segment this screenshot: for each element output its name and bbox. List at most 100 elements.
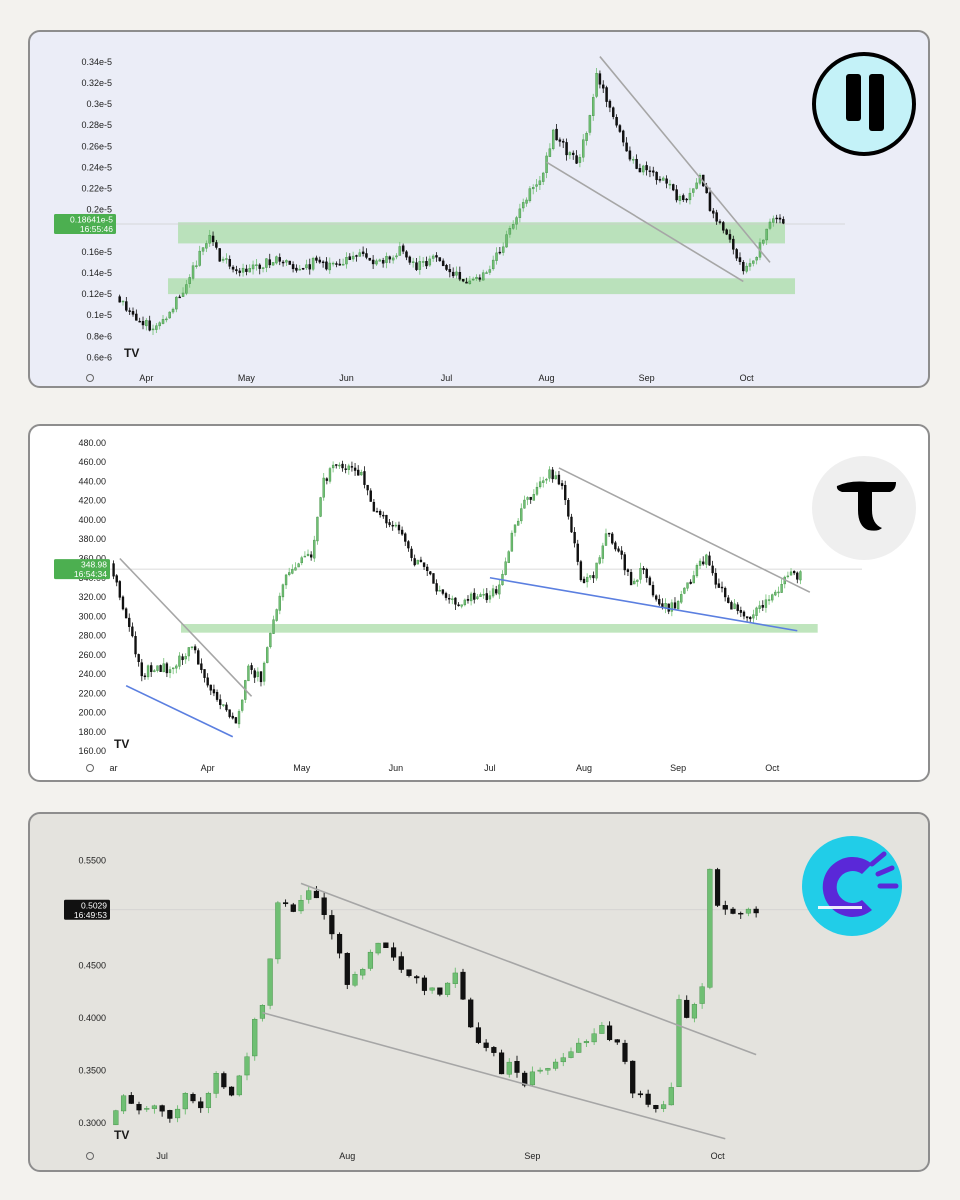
candle-body bbox=[256, 671, 260, 677]
support-zone bbox=[181, 624, 818, 633]
settings-icon[interactable] bbox=[86, 374, 94, 382]
candle-body bbox=[253, 670, 256, 678]
candle-body bbox=[251, 264, 255, 270]
candle-body bbox=[614, 1039, 620, 1043]
candle-body bbox=[451, 271, 455, 277]
candle-body bbox=[622, 130, 625, 143]
candle-body bbox=[521, 202, 525, 209]
candle-body bbox=[128, 617, 131, 627]
candle-body bbox=[670, 602, 674, 612]
trend-line bbox=[599, 56, 771, 263]
y-tick-label: 400.00 bbox=[78, 515, 106, 525]
candle-body bbox=[267, 958, 273, 1006]
candle-body bbox=[335, 263, 338, 265]
candle-body bbox=[612, 107, 615, 117]
candle-body bbox=[250, 665, 253, 670]
candle-body bbox=[234, 717, 238, 724]
candle-body bbox=[313, 539, 316, 559]
candle-body bbox=[735, 249, 738, 259]
candle-body bbox=[367, 951, 374, 969]
settings-icon[interactable] bbox=[86, 1152, 94, 1160]
candle-body bbox=[505, 234, 508, 248]
candle-body bbox=[728, 234, 732, 240]
settings-icon[interactable] bbox=[86, 764, 94, 772]
candle-body bbox=[548, 469, 551, 479]
candle-body bbox=[336, 933, 343, 954]
candle-body bbox=[668, 1087, 674, 1106]
y-tick-label: 180.00 bbox=[78, 727, 106, 737]
candle-body bbox=[291, 569, 294, 574]
candle-body bbox=[211, 235, 215, 243]
candle-body bbox=[755, 607, 758, 616]
candle-body bbox=[195, 265, 198, 267]
candle-body bbox=[151, 1105, 158, 1109]
candle-body bbox=[479, 594, 482, 597]
x-tick-label: Jul bbox=[484, 763, 496, 773]
candle-body bbox=[203, 669, 206, 678]
candle-body bbox=[551, 129, 555, 150]
candle-body bbox=[485, 593, 488, 601]
candle-body bbox=[771, 594, 774, 601]
candle-body bbox=[406, 969, 412, 976]
y-tick-label: 480.00 bbox=[78, 438, 106, 448]
trend-line bbox=[125, 684, 234, 738]
candle-body bbox=[575, 155, 578, 164]
candle-body bbox=[707, 868, 713, 988]
candle-body bbox=[151, 328, 155, 331]
candle-body bbox=[185, 284, 188, 294]
candle-body bbox=[391, 524, 394, 527]
candle-body bbox=[358, 252, 362, 257]
candle-body bbox=[395, 255, 398, 258]
candle-body bbox=[448, 269, 452, 273]
candle-body bbox=[301, 268, 305, 270]
candle-body bbox=[675, 189, 678, 201]
candle-body bbox=[231, 715, 234, 719]
candle-body bbox=[585, 576, 589, 583]
candle-body bbox=[300, 557, 303, 564]
logo-c-glyph bbox=[822, 857, 872, 917]
candle-body bbox=[745, 616, 749, 619]
candle-body bbox=[753, 908, 759, 914]
candle-body bbox=[437, 987, 443, 995]
candle-body bbox=[167, 1110, 173, 1119]
candle-body bbox=[390, 947, 397, 958]
candle-body bbox=[397, 524, 401, 531]
candle-body bbox=[308, 264, 311, 270]
candle-body bbox=[175, 665, 178, 669]
candle-body bbox=[625, 142, 628, 152]
candle-body bbox=[268, 259, 271, 266]
candle-body bbox=[461, 278, 465, 282]
candle-body bbox=[429, 987, 435, 991]
x-tick-label: Sep bbox=[524, 1151, 540, 1161]
candle-body bbox=[717, 583, 721, 588]
candle-body bbox=[363, 471, 366, 485]
candle-body bbox=[171, 667, 175, 670]
candle-body bbox=[520, 508, 523, 522]
candle-body bbox=[137, 654, 140, 663]
candle-body bbox=[548, 148, 552, 157]
current-price-label: 0.5029 bbox=[81, 900, 107, 910]
candle-body bbox=[190, 646, 194, 649]
candle-body bbox=[138, 320, 141, 323]
candle-body bbox=[614, 542, 617, 550]
candle-body bbox=[755, 257, 758, 261]
candle-body bbox=[118, 581, 122, 598]
candle-body bbox=[316, 516, 319, 542]
current-price-tag bbox=[54, 559, 110, 580]
candle-body bbox=[606, 1025, 613, 1041]
candle-body bbox=[197, 650, 200, 665]
x-tick-label: Jul bbox=[441, 373, 453, 383]
y-tick-label: 0.28e-5 bbox=[81, 120, 112, 130]
candle-body bbox=[235, 269, 238, 272]
y-tick-label: 220.00 bbox=[78, 688, 106, 698]
candle-body bbox=[789, 571, 793, 576]
current-price-label: 348.98 bbox=[81, 560, 107, 570]
candle-body bbox=[545, 155, 548, 173]
y-tick-label: 0.12e-5 bbox=[81, 289, 112, 299]
candle-body bbox=[552, 1061, 559, 1069]
candle-body bbox=[222, 704, 225, 706]
x-tick-label: Apr bbox=[201, 763, 215, 773]
candle-body bbox=[236, 1075, 242, 1096]
candle-body bbox=[535, 184, 538, 187]
candle-body bbox=[415, 262, 418, 270]
